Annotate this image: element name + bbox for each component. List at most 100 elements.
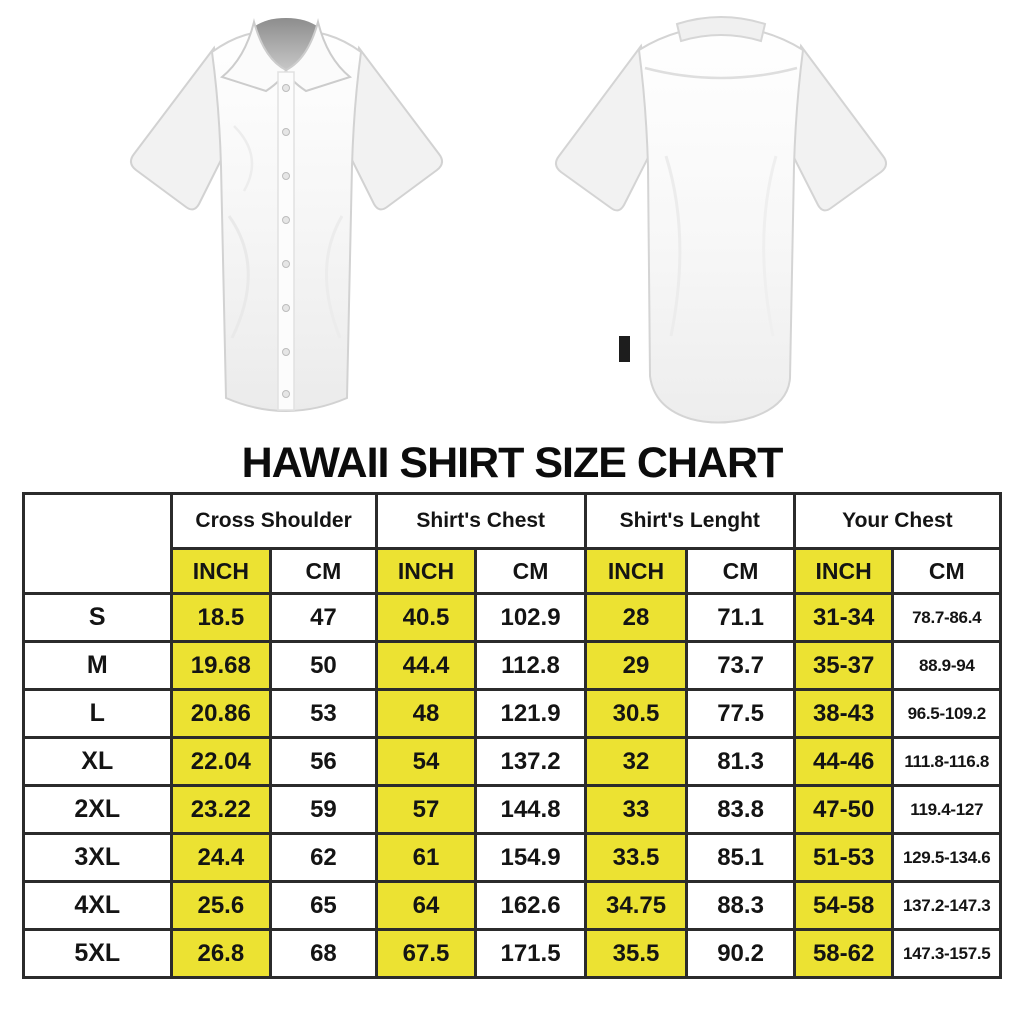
unit-header-cm-0: CM <box>269 547 378 595</box>
unit-header-cm-2: CM <box>685 547 796 595</box>
cell-cross-shoulder-cm: 59 <box>269 784 378 835</box>
cell-shirt-s-chest-inch: 57 <box>374 784 478 835</box>
cell-shirt-s-lenght-cm: 90.2 <box>685 928 796 979</box>
size-label-xl: XL <box>22 736 173 787</box>
cell-your-chest-cm: 78.7-86.4 <box>891 592 1002 643</box>
unit-header-inch-2: INCH <box>583 547 689 595</box>
cell-shirt-s-lenght-cm: 71.1 <box>685 592 796 643</box>
cell-shirt-s-chest-inch: 44.4 <box>374 640 478 691</box>
cell-cross-shoulder-cm: 53 <box>269 688 378 739</box>
cell-cross-shoulder-inch: 26.8 <box>169 928 273 979</box>
cell-shirt-s-chest-inch: 64 <box>374 880 478 931</box>
group-header-cross-shoulder: Cross Shoulder <box>169 492 378 550</box>
cell-your-chest-cm: 88.9-94 <box>891 640 1002 691</box>
cell-cross-shoulder-inch: 19.68 <box>169 640 273 691</box>
cell-cross-shoulder-cm: 62 <box>269 832 378 883</box>
size-label-l: L <box>22 688 173 739</box>
cell-shirt-s-lenght-inch: 28 <box>583 592 689 643</box>
size-label-4xl: 4XL <box>22 880 173 931</box>
size-label-5xl: 5XL <box>22 928 173 979</box>
cell-your-chest-cm: 111.8-116.8 <box>891 736 1002 787</box>
unit-header-inch-1: INCH <box>374 547 478 595</box>
cell-your-chest-cm: 147.3-157.5 <box>891 928 1002 979</box>
cell-your-chest-inch: 44-46 <box>792 736 895 787</box>
shirt-back-image <box>554 16 887 424</box>
size-row-m: M 19.68 50 44.4 112.8 29 73.7 35-37 88.9-94 <box>22 640 1002 691</box>
group-header-row: Cross Shoulder Shirt's Chest Shirt's Len… <box>22 492 1003 595</box>
cell-cross-shoulder-inch: 22.04 <box>169 736 273 787</box>
cell-shirt-s-lenght-inch: 30.5 <box>583 688 689 739</box>
group-header-shirts-lenght: Shirt's Lenght <box>583 492 796 550</box>
cell-cross-shoulder-cm: 50 <box>269 640 378 691</box>
page-title: HAWAII SHIRT SIZE CHART <box>241 439 784 487</box>
cell-your-chest-inch: 35-37 <box>792 640 895 691</box>
unit-header-cm-1: CM <box>474 547 587 595</box>
cell-your-chest-cm: 119.4-127 <box>891 784 1002 835</box>
size-row-2xl: 2XL 23.22 59 57 144.8 33 83.8 47-50 119.4-127 <box>22 784 1002 835</box>
cell-your-chest-inch: 38-43 <box>792 688 895 739</box>
cell-shirt-s-chest-cm: 102.9 <box>474 592 587 643</box>
cell-your-chest-cm: 129.5-134.6 <box>891 832 1002 883</box>
cell-shirt-s-chest-inch: 54 <box>374 736 478 787</box>
cell-your-chest-inch: 47-50 <box>792 784 895 835</box>
cell-shirt-s-lenght-cm: 77.5 <box>685 688 796 739</box>
cell-shirt-s-chest-inch: 48 <box>374 688 478 739</box>
cell-cross-shoulder-cm: 47 <box>269 592 378 643</box>
shirt-images <box>0 0 1024 442</box>
cell-shirt-s-chest-inch: 40.5 <box>374 592 478 643</box>
size-label-2xl: 2XL <box>22 784 173 835</box>
cell-your-chest-inch: 51-53 <box>792 832 895 883</box>
cell-shirt-s-lenght-cm: 81.3 <box>685 736 796 787</box>
shirt-side-tag <box>618 336 630 362</box>
cell-cross-shoulder-inch: 18.5 <box>169 592 273 643</box>
size-table-body: S 18.5 47 40.5 102.9 28 71.1 31-34 78.7-86.4 M 19.… <box>22 592 1002 979</box>
cell-your-chest-inch: 54-58 <box>792 880 895 931</box>
cell-shirt-s-chest-cm: 154.9 <box>474 832 587 883</box>
size-label-s: S <box>22 592 173 643</box>
unit-header-inch-0: INCH <box>169 547 273 595</box>
cell-shirt-s-lenght-cm: 83.8 <box>685 784 796 835</box>
cell-cross-shoulder-inch: 24.4 <box>169 832 273 883</box>
cell-shirt-s-lenght-cm: 85.1 <box>685 832 796 883</box>
cell-your-chest-inch: 58-62 <box>792 928 895 979</box>
cell-shirt-s-chest-cm: 171.5 <box>474 928 587 979</box>
units-header-row: INCH CM INCH CM INCH CM INCH CM <box>24 547 1002 595</box>
size-label-3xl: 3XL <box>22 832 173 883</box>
cell-cross-shoulder-cm: 65 <box>269 880 378 931</box>
size-row-3xl: 3XL 24.4 62 61 154.9 33.5 85.1 51-53 129.5-134.6 <box>22 832 1002 883</box>
size-row-xl: XL 22.04 56 54 137.2 32 81.3 44-46 111.8-116.8 <box>22 736 1002 787</box>
size-row-l: L 20.86 53 48 121.9 30.5 77.5 38-43 96.5-109.2 <box>22 688 1002 739</box>
cell-shirt-s-chest-inch: 67.5 <box>374 928 478 979</box>
cell-shirt-s-chest-inch: 61 <box>374 832 478 883</box>
unit-header-cm-3: CM <box>891 547 1002 595</box>
group-header-your-chest: Your Chest <box>792 492 1003 550</box>
cell-cross-shoulder-inch: 20.86 <box>169 688 273 739</box>
unit-header-inch-3: INCH <box>792 547 895 595</box>
size-chart-table: Cross Shoulder Shirt's Chest Shirt's Len… <box>22 492 1003 979</box>
cell-shirt-s-lenght-cm: 88.3 <box>685 880 796 931</box>
cell-shirt-s-lenght-cm: 73.7 <box>685 640 796 691</box>
cell-cross-shoulder-cm: 68 <box>269 928 378 979</box>
cell-your-chest-inch: 31-34 <box>792 592 895 643</box>
cell-cross-shoulder-inch: 25.6 <box>169 880 273 931</box>
cell-cross-shoulder-cm: 56 <box>269 736 378 787</box>
cell-shirt-s-chest-cm: 137.2 <box>474 736 587 787</box>
shirt-front-image <box>129 18 443 412</box>
size-row-s: S 18.5 47 40.5 102.9 28 71.1 31-34 78.7-86.4 <box>22 592 1002 643</box>
cell-your-chest-cm: 96.5-109.2 <box>891 688 1002 739</box>
cell-shirt-s-lenght-inch: 33.5 <box>583 832 689 883</box>
cell-shirt-s-lenght-inch: 33 <box>583 784 689 835</box>
cell-shirt-s-lenght-inch: 34.75 <box>583 880 689 931</box>
group-header-shirts-chest: Shirt's Chest <box>374 492 587 550</box>
size-label-m: M <box>22 640 173 691</box>
cell-your-chest-cm: 137.2-147.3 <box>891 880 1002 931</box>
cell-shirt-s-lenght-inch: 32 <box>583 736 689 787</box>
corner-cell <box>22 492 173 595</box>
cell-shirt-s-lenght-inch: 35.5 <box>583 928 689 979</box>
cell-shirt-s-chest-cm: 112.8 <box>474 640 587 691</box>
size-row-4xl: 4XL 25.6 65 64 162.6 34.75 88.3 54-58 137.2-147.… <box>22 880 1002 931</box>
size-row-5xl: 5XL 26.8 68 67.5 171.5 35.5 90.2 58-62 147.3-157… <box>22 928 1002 979</box>
cell-shirt-s-chest-cm: 144.8 <box>474 784 587 835</box>
cell-shirt-s-chest-cm: 121.9 <box>474 688 587 739</box>
